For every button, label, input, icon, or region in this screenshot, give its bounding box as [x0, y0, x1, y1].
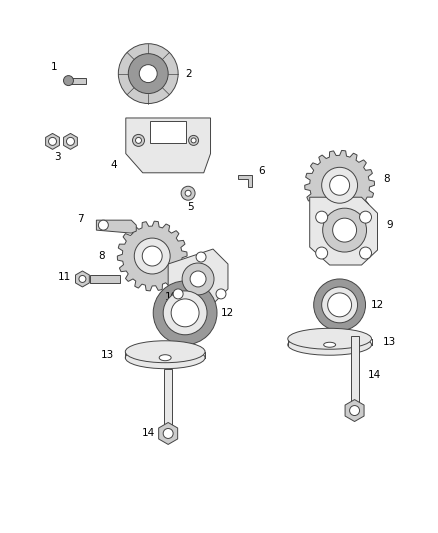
Circle shape — [316, 211, 328, 223]
Polygon shape — [310, 197, 378, 265]
Circle shape — [182, 263, 214, 295]
Circle shape — [330, 175, 350, 195]
Circle shape — [128, 54, 168, 94]
Circle shape — [189, 135, 198, 146]
Polygon shape — [305, 150, 374, 220]
Circle shape — [360, 247, 371, 259]
Polygon shape — [238, 175, 252, 187]
Circle shape — [328, 293, 352, 317]
Text: 9: 9 — [386, 220, 393, 230]
Circle shape — [163, 429, 173, 439]
Text: 12: 12 — [371, 300, 384, 310]
Circle shape — [332, 218, 357, 242]
Circle shape — [134, 238, 170, 274]
Circle shape — [79, 276, 86, 282]
Text: 11: 11 — [58, 272, 71, 282]
Ellipse shape — [125, 341, 205, 362]
Circle shape — [185, 190, 191, 196]
Polygon shape — [159, 423, 178, 445]
Text: 3: 3 — [54, 152, 61, 163]
Text: 10: 10 — [165, 292, 178, 302]
Ellipse shape — [159, 355, 171, 361]
Text: 7: 7 — [77, 214, 84, 224]
Ellipse shape — [125, 347, 205, 369]
Circle shape — [133, 134, 145, 147]
Circle shape — [190, 271, 206, 287]
Polygon shape — [96, 220, 136, 233]
Text: 14: 14 — [368, 370, 381, 379]
Bar — [68, 78, 86, 84]
Ellipse shape — [324, 342, 336, 347]
Circle shape — [196, 252, 206, 262]
Ellipse shape — [288, 334, 371, 355]
Polygon shape — [75, 271, 89, 287]
Circle shape — [67, 138, 74, 146]
Text: 1: 1 — [51, 62, 58, 71]
Circle shape — [153, 281, 217, 345]
Circle shape — [171, 299, 199, 327]
Circle shape — [321, 167, 357, 203]
Text: 13: 13 — [101, 350, 114, 360]
Circle shape — [323, 208, 367, 252]
Circle shape — [321, 287, 357, 323]
Ellipse shape — [288, 328, 371, 349]
Circle shape — [314, 279, 366, 331]
Circle shape — [181, 186, 195, 200]
Text: 4: 4 — [110, 160, 117, 171]
Polygon shape — [64, 133, 78, 149]
Circle shape — [64, 76, 74, 86]
Polygon shape — [168, 249, 228, 304]
Circle shape — [173, 289, 183, 299]
Text: 5: 5 — [187, 202, 194, 212]
Text: 14: 14 — [141, 429, 155, 439]
Circle shape — [139, 64, 157, 83]
Text: 13: 13 — [383, 337, 396, 347]
Bar — [350, 336, 359, 410]
Text: 8: 8 — [98, 251, 105, 261]
Polygon shape — [345, 400, 364, 422]
Circle shape — [49, 138, 57, 146]
Text: 2: 2 — [185, 69, 191, 78]
Circle shape — [216, 289, 226, 299]
Text: 6: 6 — [258, 166, 265, 176]
Bar — [150, 122, 186, 143]
Polygon shape — [117, 221, 187, 291]
Circle shape — [99, 220, 108, 230]
Circle shape — [350, 406, 360, 416]
Text: 12: 12 — [220, 308, 233, 318]
Circle shape — [316, 247, 328, 259]
Polygon shape — [46, 133, 60, 149]
Circle shape — [135, 138, 141, 143]
Circle shape — [163, 291, 207, 335]
Circle shape — [191, 138, 196, 143]
Polygon shape — [126, 118, 211, 173]
Circle shape — [360, 211, 371, 223]
Circle shape — [142, 246, 162, 266]
Circle shape — [118, 44, 178, 103]
Text: 8: 8 — [383, 174, 390, 184]
Bar — [164, 369, 172, 433]
Bar — [90, 275, 120, 283]
